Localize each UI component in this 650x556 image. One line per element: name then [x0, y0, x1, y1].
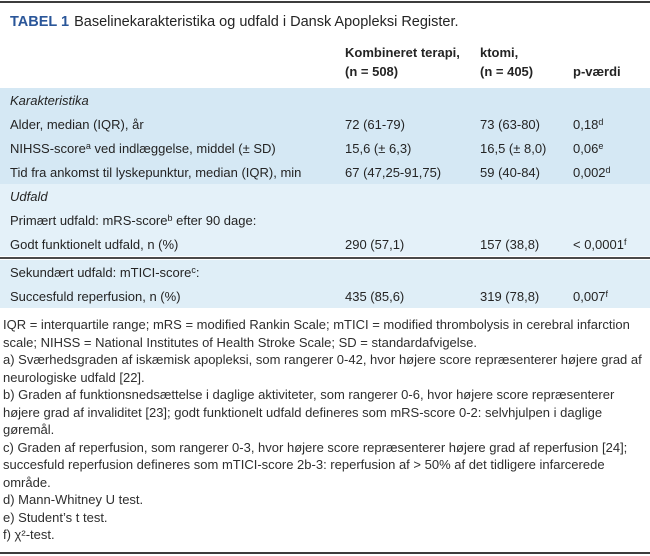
footnote-e: e) Student’s t test.	[3, 509, 108, 525]
table-row: Succesfuld reperfusion, n (%) 435 (85,6)…	[0, 284, 650, 308]
section-sekundaert-udfald: Sekundært udfald: mTICI-scorec: Succesfu…	[0, 260, 650, 308]
footnote-c: c) Graden af reperfusion, som rangerer 0…	[3, 439, 628, 490]
column-header-combined-therapy: Kombineret terapi, (n = 508)	[345, 45, 460, 79]
column-header-spacer	[0, 43, 345, 81]
row-label: Alder, median (IQR), år	[10, 116, 144, 132]
bottom-rule	[0, 552, 650, 554]
title-text: Baselinekarakteristika og udfald i Dansk…	[74, 14, 459, 30]
footnote-marker: c	[191, 264, 196, 275]
row-label: Succesfuld reperfusion, n (%)	[10, 288, 181, 304]
cell-pvalue: 0,06e	[573, 140, 604, 156]
cell-pvalue: 0,002d	[573, 164, 611, 180]
table-row: NIHSS-scorea ved indlæggelse, middel (± …	[0, 136, 650, 160]
cell-combined: 67 (47,25-91,75)	[345, 164, 442, 180]
column-headers: Kombineret terapi, (n = 508) ktomi, (n =…	[0, 36, 650, 88]
section-header-row: Udfald	[0, 184, 650, 208]
footnote-marker: d	[598, 116, 604, 127]
section-header-label: Udfald	[10, 188, 48, 204]
row-label: NIHSS-scorea ved indlæggelse, middel (± …	[10, 140, 276, 156]
cell-combined: 15,6 (± 6,3)	[345, 140, 412, 156]
footnote-a: a) Sværhedsgraden af iskæmisk apopleksi,…	[3, 352, 642, 385]
column-header-pvalue: p-værdi	[573, 64, 621, 79]
row-label: Sekundært udfald: mTICI-scorec:	[10, 264, 200, 280]
table-row: Sekundært udfald: mTICI-scorec:	[0, 260, 650, 284]
cell-thrombectomy: 16,5 (± 8,0)	[480, 140, 547, 156]
top-rule	[0, 1, 650, 3]
cell-combined: 290 (57,1)	[345, 236, 405, 252]
row-label: Primært udfald: mRS-scoreb efter 90 dage…	[10, 212, 257, 228]
cell-pvalue: 0,007f	[573, 288, 609, 304]
table-row: Tid fra ankomst til lyskepunktur, median…	[0, 160, 650, 184]
section-header-label: Karakteristika	[10, 92, 89, 108]
cell-thrombectomy: 319 (78,8)	[480, 288, 540, 304]
table-row: Godt funktionelt udfald, n (%) 290 (57,1…	[0, 232, 650, 256]
footnotes-block: IQR = interquartile range; mRS = modifie…	[0, 308, 650, 544]
cell-thrombectomy: 157 (38,8)	[480, 236, 540, 252]
cell-combined: 435 (85,6)	[345, 288, 405, 304]
column-header-thrombectomy: ktomi, (n = 405)	[480, 45, 534, 79]
footnote-b: b) Graden af funktionsnedsættelse i dagl…	[3, 387, 615, 437]
section-header-row: Karakteristika	[0, 88, 650, 112]
footnote-marker: f	[605, 288, 609, 299]
footnote-marker: f	[623, 236, 627, 247]
table-title: TABEL 1 Baselinekarakteristika og udfald …	[0, 3, 650, 36]
table-row: Primært udfald: mRS-scoreb efter 90 dage…	[0, 208, 650, 232]
section-divider-rule	[0, 257, 650, 259]
section-udfald: Udfald Primært udfald: mRS-scoreb efter …	[0, 184, 650, 256]
section-karakteristika: Karakteristika Alder, median (IQR), år 7…	[0, 88, 650, 184]
footnote-f: f) χ²-test.	[3, 527, 55, 542]
footnote-marker: b	[167, 212, 173, 223]
table-row: Alder, median (IQR), år 72 (61-79) 73 (6…	[0, 112, 650, 136]
footnote-abbreviations: IQR = interquartile range; mRS = modifie…	[3, 317, 630, 350]
cell-thrombectomy: 59 (40-84)	[480, 164, 540, 180]
title-tag: TABEL 1	[10, 14, 70, 30]
table-body: Karakteristika Alder, median (IQR), år 7…	[0, 88, 650, 308]
cell-combined: 72 (61-79)	[345, 116, 405, 132]
row-label: Tid fra ankomst til lyskepunktur, median…	[10, 164, 302, 180]
footnote-marker: e	[598, 140, 604, 151]
footnote-d: d) Mann-Whitney U test.	[3, 492, 144, 507]
footnote-marker: d	[605, 164, 611, 175]
cell-pvalue: < 0,0001f	[573, 236, 627, 252]
cell-thrombectomy: 73 (63-80)	[480, 116, 540, 132]
row-label: Godt funktionelt udfald, n (%)	[10, 236, 179, 252]
footnote-marker: a	[85, 140, 91, 151]
cell-pvalue: 0,18d	[573, 116, 604, 132]
